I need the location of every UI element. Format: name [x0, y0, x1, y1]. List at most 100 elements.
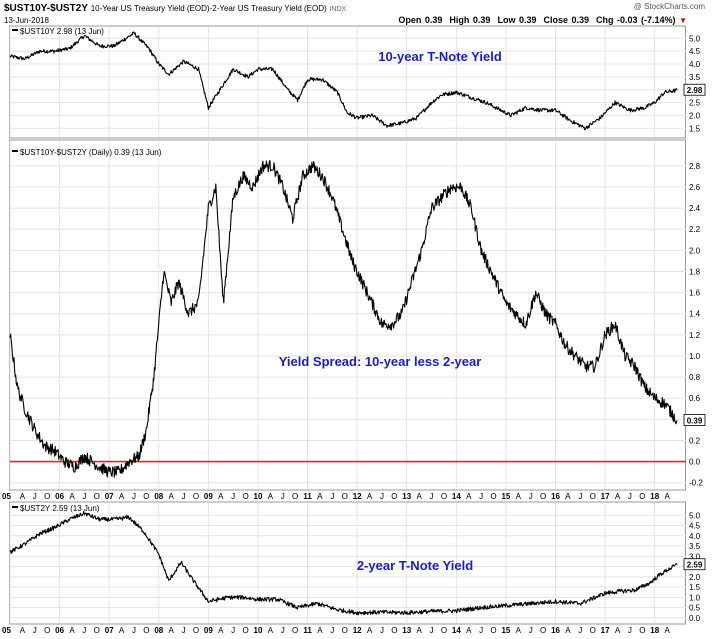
y-tick-label: 1.0: [689, 352, 701, 361]
panel-frame: [9, 139, 686, 491]
series-line: [9, 510, 678, 616]
x-tick-label: 14: [452, 492, 461, 501]
x-tick-label: A: [664, 492, 670, 501]
x-tick-label: A: [268, 492, 274, 501]
x-tick-label: A: [169, 626, 175, 635]
x-tick-label: O: [342, 492, 348, 501]
y-tick-label: 5.0: [689, 34, 701, 43]
x-tick-label: J: [578, 626, 582, 635]
x-tick-label: 11: [303, 492, 312, 501]
close-value: Close 0.39: [543, 15, 590, 25]
y-tick-label: 1.2: [689, 331, 701, 340]
y-tick-label: 5.0: [689, 511, 701, 520]
x-tick-label: O: [590, 492, 596, 501]
y-tick-label: 2.0: [689, 246, 701, 255]
y-tick-label: 1.8: [689, 267, 701, 276]
x-tick-label: J: [33, 626, 37, 635]
change-value: Chg -0.03 (-7.14%): [596, 15, 676, 25]
x-tick-label: A: [367, 626, 373, 635]
x-tick-label: J: [281, 492, 285, 501]
x-tick-label: 12: [353, 492, 362, 501]
x-tick-label: O: [490, 492, 496, 501]
x-tick-label: A: [664, 626, 670, 635]
change-down-arrow-icon: ▼: [679, 16, 687, 25]
x-tick-label: 16: [551, 626, 560, 635]
y-tick-label: 0.6: [689, 394, 701, 403]
y-tick-label: 2.2: [689, 225, 701, 234]
legend-swatch: [12, 150, 18, 152]
x-tick-label: 18: [650, 626, 659, 635]
panel-frame: [9, 501, 686, 625]
x-tick-label: A: [565, 492, 571, 501]
x-tick-label: A: [565, 626, 571, 635]
x-tick-label: J: [281, 626, 285, 635]
x-tick-label: 17: [601, 626, 610, 635]
x-tick-label: 18: [650, 492, 659, 501]
x-tick-label: O: [342, 626, 348, 635]
series-line: [9, 31, 678, 131]
y-tick-label: 1.5: [689, 583, 701, 592]
panel-frame: [9, 25, 686, 139]
last-value-box: [683, 558, 706, 571]
y-tick-label: 1.6: [689, 289, 701, 298]
y-tick-label: 1.4: [689, 310, 701, 319]
y-tick-label: 3.0: [689, 552, 701, 561]
x-tick-label: J: [430, 492, 434, 501]
x-tick-label: 06: [55, 626, 64, 635]
x-tick-label: O: [441, 492, 447, 501]
x-tick-label: A: [317, 626, 323, 635]
panel-annotation: 2-year T-Note Yield: [357, 558, 473, 573]
x-tick-label: 15: [501, 492, 510, 501]
x-tick-label: 12: [353, 626, 362, 635]
y-tick-label: 1.0: [689, 593, 701, 602]
ohlc-readout: Open 0.39 High 0.39 Low 0.39 Close 0.39 …: [398, 15, 687, 25]
x-tick-label: J: [132, 492, 136, 501]
x-tick-label: O: [639, 626, 645, 635]
x-tick-label: A: [20, 626, 26, 635]
x-tick-label: J: [529, 492, 533, 501]
x-tick-label: A: [20, 492, 26, 501]
x-tick-label: O: [94, 492, 100, 501]
panel-bottom: 0.00.51.01.52.02.53.03.54.04.55.0$UST2Y …: [9, 501, 706, 625]
y-tick-label: 0.8: [689, 373, 701, 382]
legend-swatch: [12, 506, 18, 508]
x-tick-label: A: [218, 492, 224, 501]
x-tick-label: J: [578, 492, 582, 501]
panel-top: 1.52.02.53.03.54.04.55.0$UST10Y 2.98 (13…: [9, 25, 706, 139]
low-value: Low 0.39: [497, 15, 537, 25]
x-tick-label: J: [479, 626, 483, 635]
x-tick-label: A: [268, 626, 274, 635]
x-tick-label: 11: [303, 626, 312, 635]
x-tick-label: 17: [601, 492, 610, 501]
y-tick-label: -0.2: [689, 479, 703, 488]
high-value: High 0.39: [449, 15, 491, 25]
x-tick-label: J: [330, 626, 334, 635]
x-tick-label: J: [628, 626, 632, 635]
x-tick-label: J: [231, 626, 235, 635]
x-tick-label: O: [143, 626, 149, 635]
y-tick-label: 2.6: [689, 183, 701, 192]
x-tick-label: O: [540, 626, 546, 635]
x-axis-bottom: 05 A J O 06 A J O 07 A J O 08 A J O 09 A J O 10 A J O 11 A J O 12 A J O…: [2, 626, 670, 635]
x-tick-label: J: [430, 626, 434, 635]
x-tick-label: O: [193, 626, 199, 635]
y-tick-label: 4.5: [689, 522, 701, 531]
last-value-label: 0.39: [687, 416, 703, 425]
y-tick-label: 2.4: [689, 204, 701, 213]
panel-annotation: Yield Spread: 10-year less 2-year: [279, 354, 482, 369]
x-tick-label: A: [416, 492, 422, 501]
x-tick-label: 16: [551, 492, 560, 501]
symbol-description: 10-Year US Treasury Yield (EOD)-2-Year U…: [90, 4, 327, 13]
symbol: $UST10Y-$UST2Y: [4, 3, 88, 14]
x-tick-label: O: [639, 492, 645, 501]
legend-label: $UST2Y 2.59 (13 Jun): [20, 504, 100, 513]
x-tick-label: O: [292, 492, 298, 501]
x-tick-label: A: [119, 492, 125, 501]
last-value-label: 2.59: [687, 561, 703, 570]
x-tick-label: 15: [501, 626, 510, 635]
x-tick-label: J: [330, 492, 334, 501]
x-tick-label: O: [44, 626, 50, 635]
x-tick-label: A: [317, 492, 323, 501]
legend-label: $UST10Y 2.98 (13 Jun): [20, 27, 104, 36]
